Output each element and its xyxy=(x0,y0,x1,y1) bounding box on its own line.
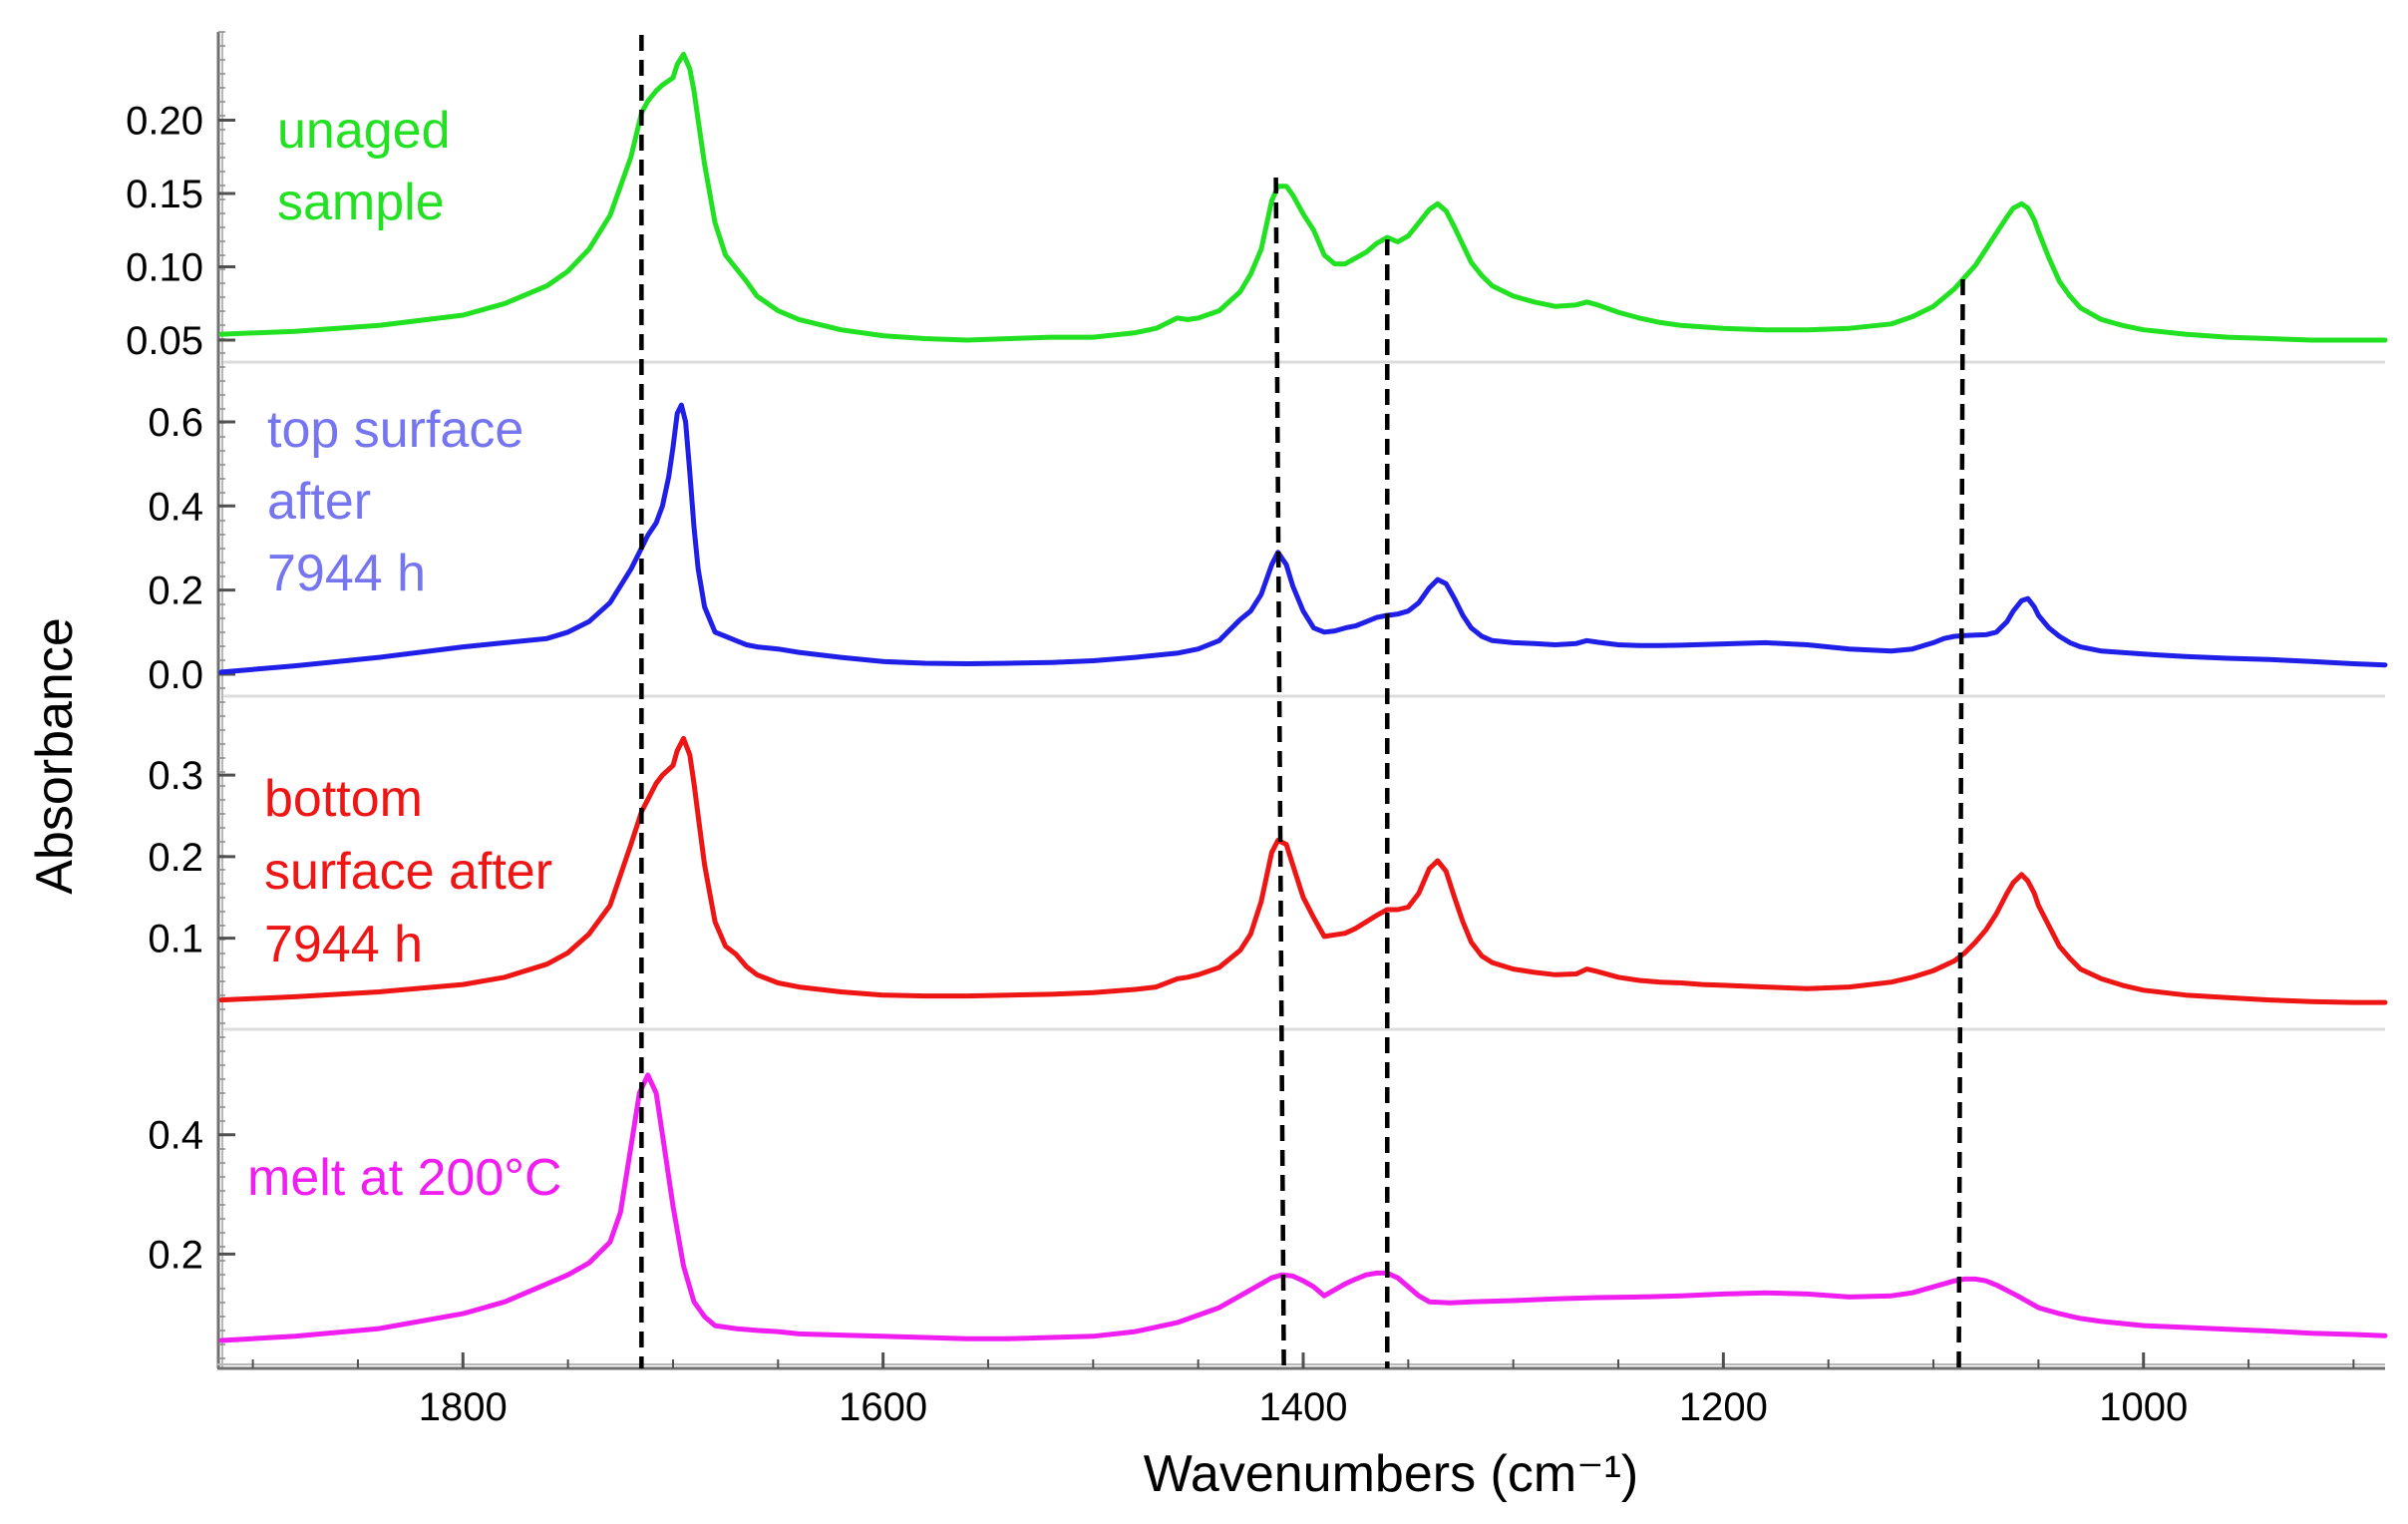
panel-labels: unaged sample top surface after 7944 h bottom… xyxy=(247,102,562,1207)
spectrum-curves xyxy=(218,51,2388,1343)
top-surface-label-line: top surface xyxy=(267,401,523,459)
melt-spectrum-line xyxy=(218,1072,2388,1343)
y-axis-title: Absorbance xyxy=(26,617,84,895)
unaged-label-line: unaged xyxy=(277,102,451,160)
reference-lines xyxy=(639,35,1965,1369)
y-tick-label: 0.2 xyxy=(148,1233,203,1277)
top-surface-spectrum-line xyxy=(218,402,2388,675)
bottom-surface-label-line: bottom xyxy=(264,770,423,828)
y-tick-label: 0.2 xyxy=(148,836,203,880)
y-tick-label: 0.2 xyxy=(148,570,203,613)
melt-label-line: melt at 200°C xyxy=(247,1149,562,1207)
y-tick-label: 0.05 xyxy=(126,319,203,363)
y-tick-label: 0.4 xyxy=(148,485,203,529)
y-tick-label: 0.20 xyxy=(126,100,203,144)
x-tick-label: 1800 xyxy=(419,1385,508,1429)
unaged-label-line: sample xyxy=(277,174,445,231)
x-tick-label: 1600 xyxy=(839,1385,927,1429)
y-tick-label: 0.0 xyxy=(148,653,203,697)
y-tick-label: 0.4 xyxy=(148,1114,203,1158)
unaged-spectrum-line xyxy=(218,51,2388,343)
y-axis: 0.05 0.10 0.15 0.20 0.0 0.2 0.4 0.6 0.1 0.2 0.3 0.2… xyxy=(126,31,235,1368)
y-tick-label: 0.1 xyxy=(148,918,203,961)
x-tick-label: 1200 xyxy=(1679,1385,1768,1429)
x-tick-label: 1000 xyxy=(2099,1385,2188,1429)
y-tick-label: 0.6 xyxy=(148,401,203,445)
reference-line xyxy=(1956,278,1965,1369)
x-tick-label: 1400 xyxy=(1259,1385,1348,1429)
panel-separators xyxy=(221,360,2385,1031)
bottom-surface-label-line: surface after xyxy=(264,843,552,901)
top-surface-label-line: 7944 h xyxy=(267,545,426,602)
x-axis-title: Wavenumbers (cm⁻¹) xyxy=(1144,1445,1638,1503)
y-tick-label: 0.15 xyxy=(126,173,203,216)
y-tick-label: 0.10 xyxy=(126,246,203,290)
top-surface-label-line: after xyxy=(267,473,371,531)
y-tick-label: 0.3 xyxy=(148,754,203,798)
x-axis: 1800 1600 1400 1200 1000 xyxy=(217,1352,2385,1429)
bottom-surface-label-line: 7944 h xyxy=(264,916,423,973)
bottom-surface-spectrum-line xyxy=(218,735,2388,1005)
